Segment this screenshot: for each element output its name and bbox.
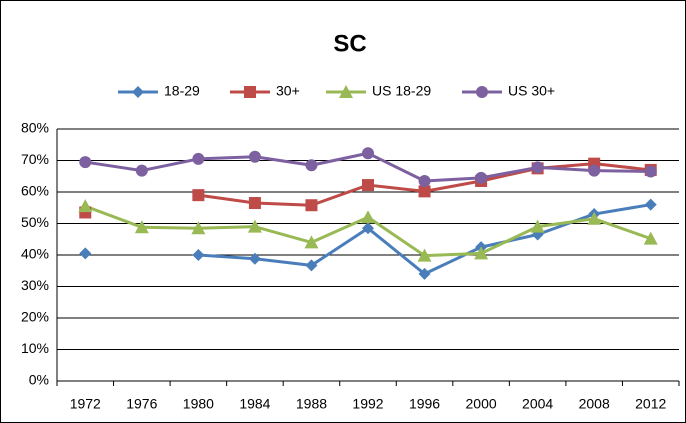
marker bbox=[643, 231, 658, 245]
marker bbox=[79, 156, 92, 169]
marker bbox=[304, 235, 319, 249]
y-tick-label: 20% bbox=[21, 309, 49, 325]
x-tick-label: 1976 bbox=[126, 396, 157, 412]
y-tick-label: 0% bbox=[29, 372, 49, 388]
marker bbox=[418, 185, 431, 198]
y-tick-label: 70% bbox=[21, 151, 49, 167]
y-tick-label: 80% bbox=[21, 120, 49, 136]
marker bbox=[475, 171, 488, 184]
marker bbox=[305, 199, 318, 212]
x-tick-label: 1980 bbox=[183, 396, 214, 412]
marker bbox=[417, 248, 432, 262]
legend-marker bbox=[244, 86, 256, 98]
x-tick-label: 1972 bbox=[70, 396, 101, 412]
marker bbox=[305, 159, 318, 172]
marker bbox=[644, 165, 657, 178]
marker bbox=[644, 198, 657, 211]
marker bbox=[587, 211, 602, 225]
legend-marker bbox=[476, 86, 488, 98]
marker bbox=[191, 221, 206, 235]
marker bbox=[192, 189, 205, 202]
legend-marker bbox=[132, 86, 144, 98]
marker bbox=[418, 174, 431, 187]
marker bbox=[418, 267, 431, 280]
x-tick-label: 1984 bbox=[239, 396, 270, 412]
x-tick-label: 1992 bbox=[352, 396, 383, 412]
marker bbox=[362, 222, 374, 235]
marker bbox=[305, 259, 318, 272]
legend-marker bbox=[339, 85, 353, 98]
marker bbox=[474, 246, 489, 260]
marker bbox=[362, 147, 374, 160]
marker bbox=[531, 161, 544, 174]
y-tick-label: 60% bbox=[21, 183, 49, 199]
marker bbox=[192, 249, 205, 261]
marker bbox=[247, 219, 262, 233]
legend-label: US 30+ bbox=[508, 83, 555, 99]
legend-label: 18-29 bbox=[164, 83, 200, 99]
marker bbox=[588, 164, 601, 177]
y-tick-label: 50% bbox=[21, 214, 49, 230]
y-tick-label: 30% bbox=[21, 277, 49, 293]
x-tick-label: 2008 bbox=[579, 396, 610, 412]
marker bbox=[79, 247, 92, 260]
marker bbox=[248, 150, 261, 163]
x-tick-label: 1988 bbox=[296, 396, 327, 412]
y-tick-label: 10% bbox=[21, 340, 49, 356]
marker bbox=[248, 252, 261, 265]
x-tick-label: 2004 bbox=[522, 396, 553, 412]
marker bbox=[135, 164, 148, 177]
y-tick-label: 40% bbox=[21, 246, 49, 262]
x-tick-label: 2000 bbox=[466, 396, 497, 412]
marker bbox=[134, 220, 149, 234]
marker bbox=[362, 179, 374, 192]
legend-label: 30+ bbox=[276, 83, 300, 99]
legend-label: US 18-29 bbox=[372, 83, 431, 99]
x-tick-label: 1996 bbox=[409, 396, 440, 412]
marker bbox=[530, 219, 545, 233]
marker bbox=[78, 199, 93, 213]
x-tick-label: 2012 bbox=[635, 396, 666, 412]
marker bbox=[361, 210, 375, 224]
marker bbox=[248, 197, 261, 210]
marker bbox=[192, 152, 205, 165]
chart-title: SC bbox=[333, 30, 366, 57]
